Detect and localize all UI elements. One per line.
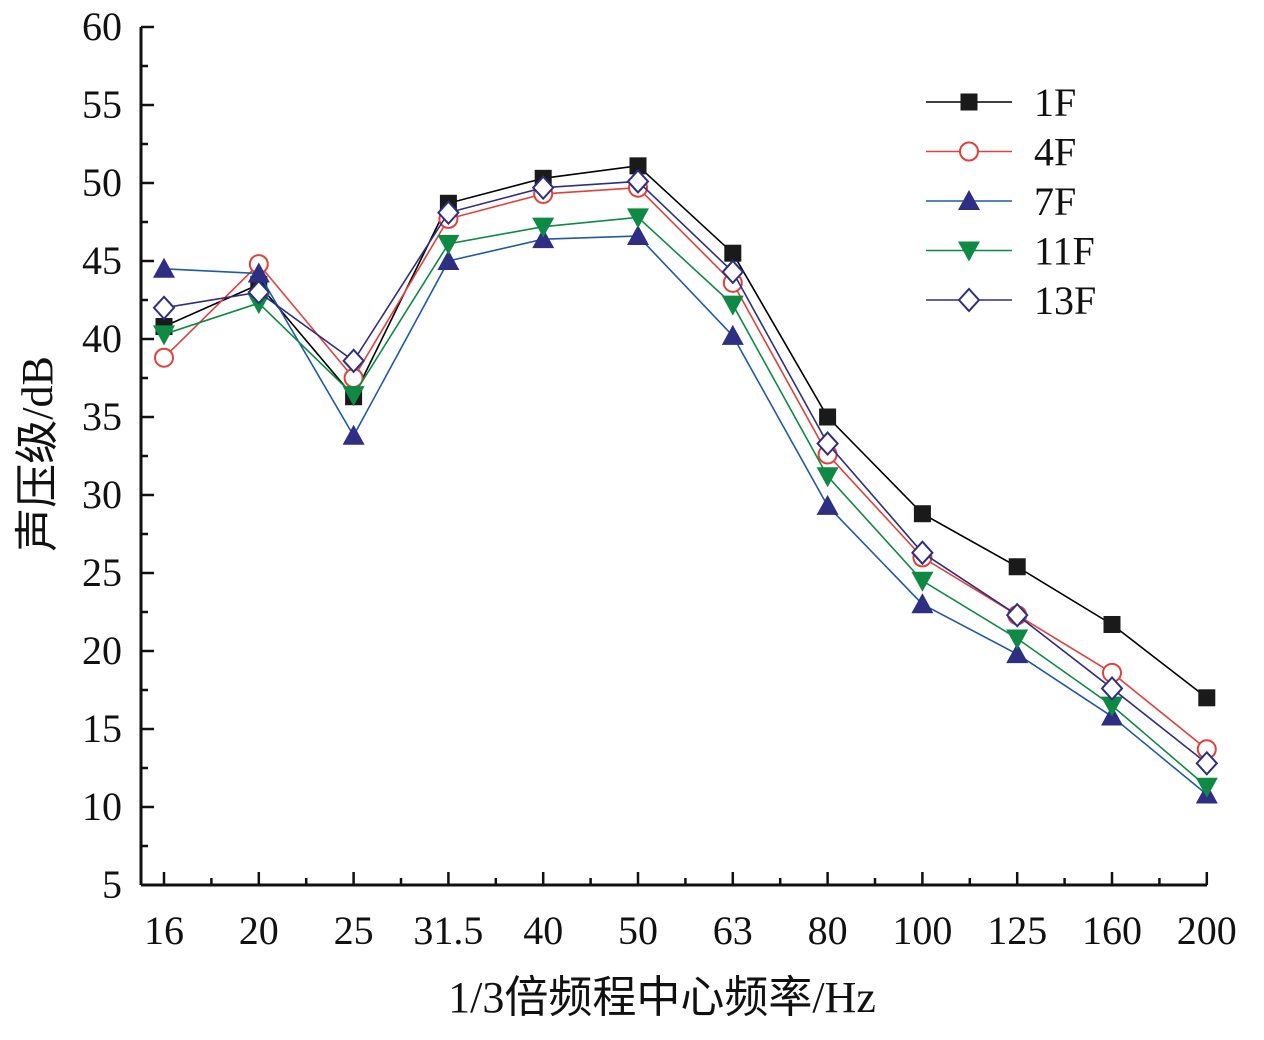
data-point-7F	[816, 494, 839, 515]
data-point-13F	[1005, 602, 1029, 628]
y-tick-label: 60	[82, 4, 122, 49]
y-tick-label: 10	[82, 784, 122, 829]
series-line-11F	[163, 216, 1208, 788]
y-tick-label: 40	[82, 316, 122, 361]
data-point-1F	[1008, 558, 1026, 576]
data-point-7F	[721, 324, 744, 345]
series-11F	[153, 208, 1218, 798]
data-point-11F	[1006, 629, 1029, 650]
x-tick-label: 16	[144, 908, 184, 953]
data-point-13F	[152, 295, 176, 321]
data-point-13F	[247, 279, 271, 305]
series-13F	[152, 168, 1219, 776]
legend-label-4F: 4F	[1034, 130, 1076, 175]
data-point-11F	[1101, 696, 1123, 717]
data-point-13F	[626, 168, 650, 194]
data-point-4F	[154, 347, 174, 368]
y-tick-label: 30	[82, 472, 122, 517]
x-tick-label: 31.5	[413, 908, 483, 953]
data-point-11F	[1195, 777, 1218, 798]
legend-label-11F: 11F	[1034, 229, 1095, 274]
series-line-1F	[163, 164, 1208, 699]
data-point-1F	[724, 244, 742, 262]
data-point-1F	[629, 157, 647, 175]
x-tick-label: 100	[892, 908, 952, 953]
x-tick-label: 40	[523, 908, 563, 953]
legend-marker-13F	[957, 287, 981, 313]
legend-marker-7F	[958, 190, 980, 210]
data-point-7F	[437, 250, 460, 270]
x-tick-label: 20	[239, 908, 279, 953]
legend-marker-1F	[960, 93, 978, 111]
y-tick-label: 35	[82, 394, 122, 439]
legend-marker-4F	[959, 141, 979, 162]
data-point-11F	[153, 325, 175, 346]
legend-marker-11F	[958, 241, 980, 262]
x-tick-label: 25	[334, 908, 374, 953]
y-axis-title: 声压级/dB	[13, 356, 62, 552]
data-point-7F	[911, 593, 934, 614]
data-point-11F	[437, 234, 460, 255]
data-point-11F	[627, 208, 649, 229]
data-point-7F	[627, 225, 649, 246]
data-point-13F	[531, 175, 555, 201]
legend-label-13F: 13F	[1034, 278, 1096, 323]
data-point-11F	[911, 571, 934, 592]
x-tick-label: 50	[618, 908, 658, 953]
series-line-13F	[163, 180, 1208, 764]
data-point-1F	[819, 408, 837, 426]
y-tick-label: 45	[82, 238, 122, 283]
y-tick-label: 55	[82, 82, 122, 127]
y-tick-label: 25	[82, 550, 122, 595]
data-point-7F	[342, 424, 365, 445]
data-point-11F	[532, 217, 555, 238]
data-point-13F	[1100, 675, 1124, 701]
data-point-7F	[247, 262, 270, 283]
legend-label-1F: 1F	[1034, 80, 1076, 125]
data-point-13F	[911, 540, 934, 566]
axes: 5 10 15 20 25 30 35 40 45 50 55 60 16 20 25 31.5 40 50 63 8…	[82, 4, 1237, 953]
data-point-11F	[721, 295, 744, 316]
data-point-7F	[1006, 643, 1029, 664]
x-tick-label: 125	[987, 908, 1047, 953]
y-tick-label: 5	[102, 862, 122, 907]
data-point-1F	[1198, 689, 1216, 707]
y-tick-label: 20	[82, 628, 122, 673]
data-point-1F	[913, 505, 931, 523]
data-point-13F	[437, 200, 460, 226]
series-line-7F	[163, 235, 1208, 796]
x-tick-label: 160	[1082, 908, 1142, 953]
series-4F	[154, 177, 1217, 760]
x-tick-label: 63	[713, 908, 753, 953]
data-point-13F	[721, 259, 745, 285]
y-tick-label: 50	[82, 160, 122, 205]
x-tick-label: 80	[808, 908, 848, 953]
x-tick-label: 200	[1177, 908, 1237, 953]
legend-label-7F: 7F	[1034, 179, 1076, 224]
data-point-13F	[342, 348, 365, 374]
data-point-11F	[342, 386, 365, 407]
y-tick-label: 15	[82, 706, 122, 751]
data-point-7F	[532, 228, 555, 249]
data-point-1F	[1103, 615, 1121, 633]
data-point-7F	[153, 257, 175, 278]
data-point-11F	[816, 467, 839, 488]
data-point-13F	[1195, 750, 1219, 776]
data-point-13F	[816, 431, 839, 457]
series-line-4F	[163, 186, 1208, 750]
series-7F	[153, 225, 1218, 804]
series-layer	[152, 157, 1219, 804]
x-axis-title: 1/3倍频程中心频率/Hz	[448, 973, 876, 1022]
